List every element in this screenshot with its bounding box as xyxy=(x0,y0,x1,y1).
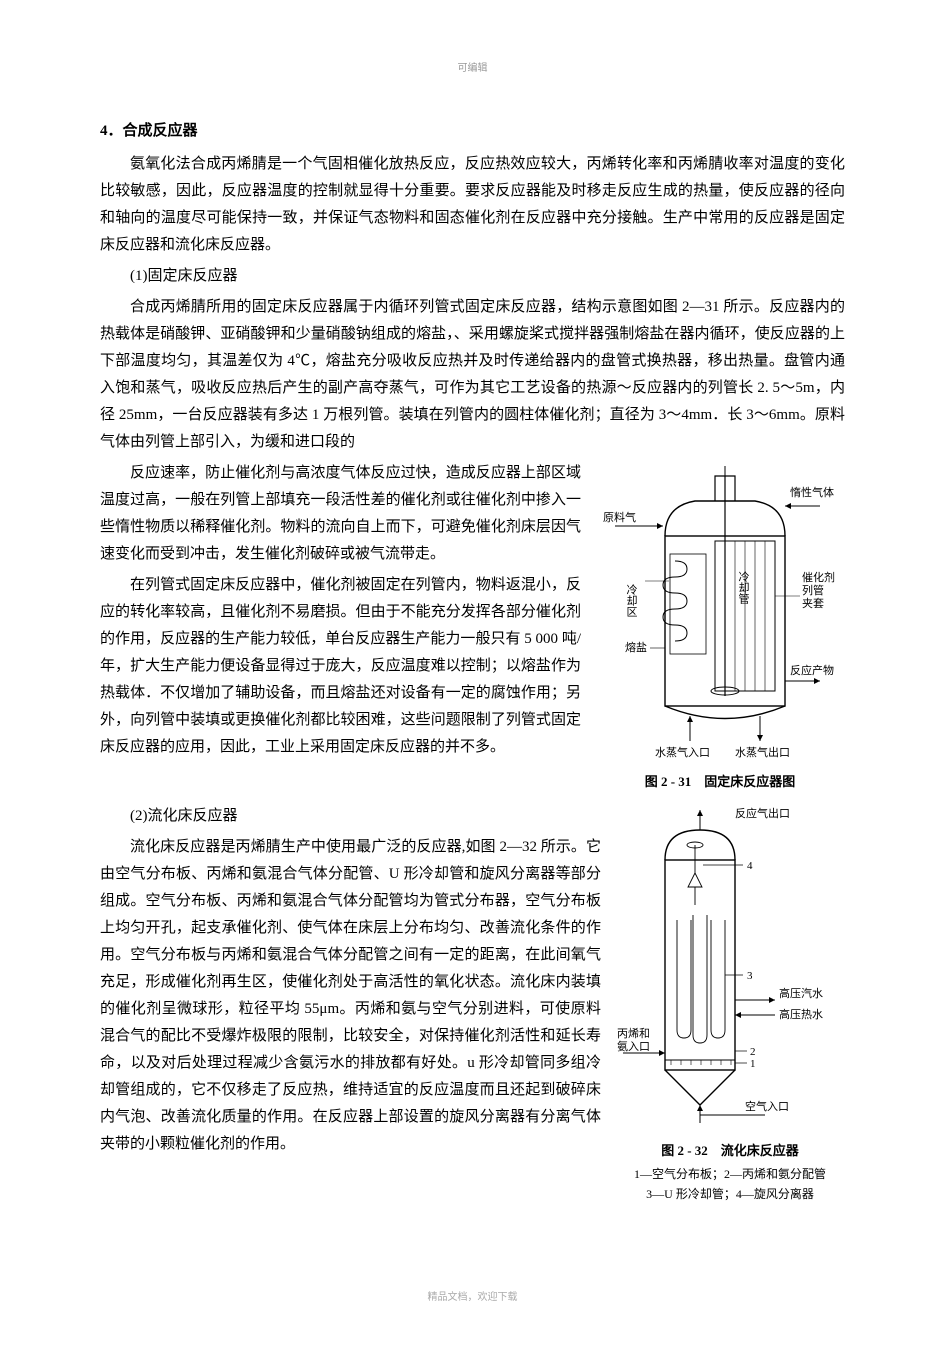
header-watermark: 可编辑 xyxy=(100,60,845,78)
label-n1: 1 xyxy=(750,1058,756,1070)
fixed-bed-reactor-diagram: 惰性气体 原料气 冷却区 冷却管 xyxy=(595,466,845,766)
section-title: 4．合成反应器 xyxy=(100,118,845,145)
label-hp-steam-water: 高压汽水 xyxy=(779,986,823,1000)
label-steam-in: 水蒸气入口 xyxy=(655,745,710,759)
figure-2-32-subcaption-1: 1—空气分布板；2—丙烯和氨分配管 xyxy=(615,1165,845,1183)
figure-2-31: 惰性气体 原料气 冷却区 冷却管 xyxy=(595,466,845,793)
sub-heading-1: (1)固定床反应器 xyxy=(100,263,845,290)
label-propylene-ammonia: 丙烯和 氨入口 xyxy=(617,1027,653,1053)
label-inert-gas: 惰性气体 xyxy=(790,485,834,499)
label-molten-salt: 熔盐 xyxy=(625,640,647,654)
intro-paragraph: 氨氧化法合成丙烯腈是一个气固相催化放热反应，反应热效应较大，丙烯转化率和丙烯腈收… xyxy=(100,151,845,259)
label-cooling-tube: 冷却管 xyxy=(737,571,750,605)
label-n3: 3 xyxy=(747,970,753,982)
label-air-in: 空气入口 xyxy=(745,1099,789,1113)
label-hp-hot-water: 高压热水 xyxy=(779,1007,823,1021)
label-raw-gas: 原料气 xyxy=(603,510,636,524)
sub1-para-1: 合成丙烯腈所用的固定床反应器属于内循环列管式固定床反应器，结构示意图如图 2—3… xyxy=(100,294,845,456)
label-steam-out: 水蒸气出口 xyxy=(735,745,790,759)
footer-watermark: 精品文档，欢迎下载 xyxy=(100,1289,845,1307)
fluidized-bed-reactor-diagram: 反应气出口 4 3 高压汽水 xyxy=(615,805,845,1135)
label-product: 反应产物 xyxy=(790,663,834,677)
figure-2-32-caption: 图 2 - 32 流化床反应器 xyxy=(615,1139,845,1162)
label-gas-out: 反应气出口 xyxy=(735,806,790,820)
label-catalyst-tubes: 催化剂 列管 夹套 xyxy=(802,570,838,610)
figure-2-32: 反应气出口 4 3 高压汽水 xyxy=(615,805,845,1202)
figure-2-31-caption: 图 2 - 31 固定床反应器图 xyxy=(595,770,845,793)
label-cooling-zone: 冷却区 xyxy=(625,584,638,617)
figure-2-32-subcaption-2: 3—U 形冷却管；4—旋风分离器 xyxy=(615,1185,845,1203)
label-n4: 4 xyxy=(747,860,753,872)
label-n2: 2 xyxy=(750,1046,756,1058)
